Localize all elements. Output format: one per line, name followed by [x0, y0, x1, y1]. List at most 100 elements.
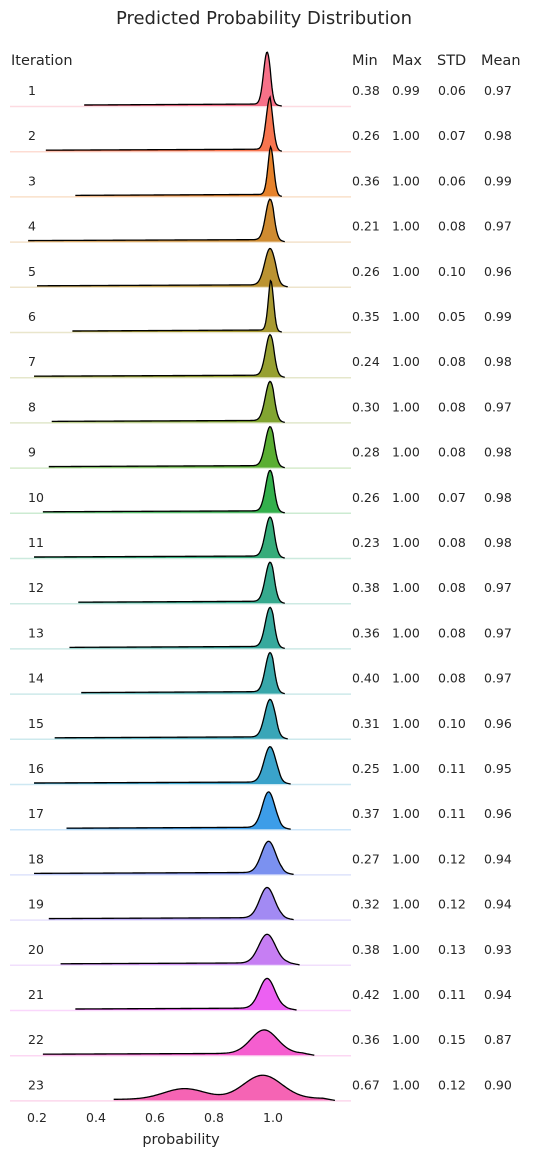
iteration-label: 11	[28, 535, 44, 550]
ridge-fill	[72, 280, 282, 332]
iteration-label: 12	[28, 580, 44, 595]
max-value: 1.00	[392, 987, 420, 1002]
mean-value: 0.94	[484, 897, 512, 912]
std-value: 0.13	[438, 942, 466, 957]
max-value: 1.00	[392, 897, 420, 912]
ridge-outline	[48, 425, 285, 469]
ridge-outline	[81, 651, 285, 695]
mean-value: 0.99	[484, 173, 512, 188]
max-value: 1.00	[392, 354, 420, 369]
ridge-row-22: 22 0.36 1.00 0.15 0.87	[10, 1029, 512, 1057]
iteration-label: 16	[28, 761, 44, 776]
ridge-row-19: 19 0.32 1.00 0.12 0.94	[10, 886, 512, 921]
iteration-label: 13	[28, 625, 44, 640]
iteration-label: 3	[28, 173, 36, 188]
min-value: 0.42	[352, 987, 380, 1002]
mean-value: 0.87	[484, 1032, 512, 1047]
x-tick-label: 0.2	[27, 1110, 47, 1125]
min-value: 0.38	[352, 580, 380, 595]
ridge-row-3: 3 0.36 1.00 0.06 0.99	[10, 144, 512, 198]
mean-value: 0.98	[484, 490, 512, 505]
ridge-row-8: 8 0.30 1.00 0.08 0.97	[10, 380, 512, 424]
iteration-label: 1	[28, 83, 36, 98]
max-value: 1.00	[392, 128, 420, 143]
mean-value: 0.99	[484, 309, 512, 324]
min-value: 0.38	[352, 942, 380, 957]
ridge-outline	[75, 144, 283, 198]
std-value: 0.08	[438, 219, 466, 234]
min-value: 0.40	[352, 671, 380, 686]
ridge-fill	[34, 516, 285, 558]
ridge-outline	[75, 977, 297, 1011]
mean-value: 0.97	[484, 83, 512, 98]
mean-value: 0.98	[484, 354, 512, 369]
x-axis-label: probability	[142, 1132, 220, 1148]
iteration-label: 23	[28, 1077, 44, 1092]
ridge-outline	[28, 198, 285, 243]
mean-value: 0.94	[484, 987, 512, 1002]
max-value: 1.00	[392, 942, 420, 957]
min-value: 0.31	[352, 716, 380, 731]
max-header: Max	[392, 53, 422, 69]
max-value: 1.00	[392, 1032, 420, 1047]
mean-header: Mean	[481, 53, 521, 69]
ridge-outline	[48, 886, 294, 921]
ridge-fill	[28, 199, 285, 242]
ridge-outline	[34, 745, 291, 785]
max-value: 1.00	[392, 806, 420, 821]
min-value: 0.36	[352, 625, 380, 640]
ridge-outline	[42, 1029, 315, 1056]
std-value: 0.08	[438, 445, 466, 460]
max-value: 1.00	[392, 580, 420, 595]
mean-value: 0.95	[484, 761, 512, 776]
max-value: 1.00	[392, 716, 420, 731]
ridge-fill	[34, 746, 291, 784]
ridge-outline	[69, 606, 285, 650]
ridge-row-14: 14 0.40 1.00 0.08 0.97	[10, 651, 512, 695]
min-value: 0.30	[352, 399, 380, 414]
std-value: 0.12	[438, 1077, 466, 1092]
ridge-row-18: 18 0.27 1.00 0.12 0.94	[10, 840, 512, 876]
ridge-outline	[51, 380, 285, 424]
iteration-label: 9	[28, 445, 36, 460]
ridge-row-6: 6 0.35 1.00 0.05 0.99	[10, 279, 512, 334]
min-value: 0.36	[352, 173, 380, 188]
std-value: 0.07	[438, 128, 466, 143]
ridge-outline	[37, 247, 288, 288]
std-value: 0.08	[438, 399, 466, 414]
max-value: 1.00	[392, 671, 420, 686]
ridge-fill	[48, 887, 294, 920]
std-value: 0.05	[438, 309, 466, 324]
std-value: 0.07	[438, 490, 466, 505]
std-value: 0.10	[438, 264, 466, 279]
max-value: 1.00	[392, 219, 420, 234]
min-value: 0.27	[352, 851, 380, 866]
ridge-fill	[34, 334, 285, 378]
mean-value: 0.98	[484, 128, 512, 143]
std-value: 0.06	[438, 83, 466, 98]
ridge-fill	[78, 562, 285, 604]
iteration-label: 15	[28, 716, 44, 731]
ridge-row-17: 17 0.37 1.00 0.11 0.96	[10, 791, 512, 831]
ridge-row-16: 16 0.25 1.00 0.11 0.95	[10, 745, 512, 786]
max-value: 1.00	[392, 851, 420, 866]
iteration-label: 21	[28, 987, 44, 1002]
mean-value: 0.97	[484, 625, 512, 640]
ridge-outline	[84, 51, 282, 107]
mean-value: 0.97	[484, 671, 512, 686]
max-value: 1.00	[392, 399, 420, 414]
iteration-label: 8	[28, 399, 36, 414]
std-value: 0.08	[438, 671, 466, 686]
std-value: 0.12	[438, 851, 466, 866]
ridge-row-12: 12 0.38 1.00 0.08 0.97	[10, 561, 512, 605]
mean-value: 0.97	[484, 219, 512, 234]
ridge-outline	[54, 698, 288, 740]
iteration-label: 20	[28, 942, 44, 957]
std-header: STD	[437, 53, 466, 69]
min-value: 0.36	[352, 1032, 380, 1047]
x-tick-label: 1.0	[263, 1110, 283, 1125]
max-value: 1.00	[392, 625, 420, 640]
max-value: 1.00	[392, 173, 420, 188]
std-value: 0.12	[438, 897, 466, 912]
